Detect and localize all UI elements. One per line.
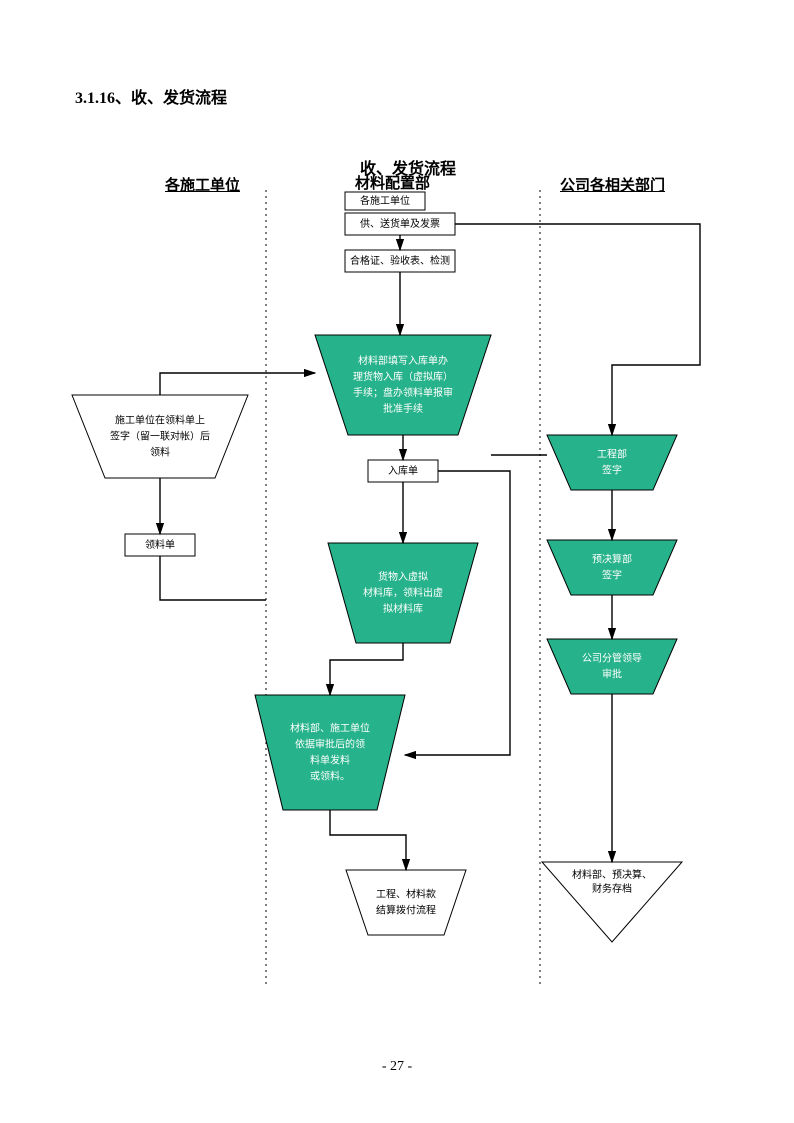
svg-text:工程部: 工程部: [597, 448, 627, 461]
svg-text:手续；盘办领料单报审: 手续；盘办领料单报审: [353, 386, 453, 399]
svg-text:材料库，领料出虚: 材料库，领料出虚: [363, 586, 443, 599]
svg-text:签字: 签字: [602, 464, 622, 477]
svg-text:施工单位在领料单上: 施工单位在领料单上: [115, 414, 205, 427]
svg-text:货物入虚拟: 货物入虚拟: [378, 570, 428, 583]
svg-text:预决算部: 预决算部: [592, 553, 632, 566]
svg-text:公司分管领导: 公司分管领导: [582, 652, 642, 665]
svg-text:材料部、预决算、: 材料部、预决算、: [572, 868, 652, 881]
svg-text:审批: 审批: [602, 668, 622, 681]
svg-text:合格证、验收表、检测: 合格证、验收表、检测: [350, 254, 450, 267]
svg-text:签字（留一联对帐）后: 签字（留一联对帐）后: [110, 430, 210, 443]
svg-text:供、送货单及发票: 供、送货单及发票: [360, 217, 440, 230]
svg-text:签字: 签字: [602, 569, 622, 582]
svg-text:各施工单位: 各施工单位: [360, 194, 410, 207]
svg-text:工程、材料款: 工程、材料款: [376, 888, 436, 901]
svg-text:理货物入库（虚拟库）: 理货物入库（虚拟库）: [353, 370, 453, 383]
svg-text:入库单: 入库单: [388, 464, 418, 477]
svg-text:领料单: 领料单: [145, 538, 175, 551]
svg-text:材料部填写入库单办: 材料部填写入库单办: [358, 354, 448, 367]
page-number: - 27 -: [0, 1059, 794, 1075]
svg-text:批准手续: 批准手续: [383, 402, 423, 415]
flowchart-canvas: 各施工单位供、送货单及发票合格证、验收表、检测入库单领料单 材料部填写入库单办理货…: [0, 0, 794, 1123]
svg-text:结算拨付流程: 结算拨付流程: [376, 904, 436, 917]
svg-text:财务存档: 财务存档: [592, 882, 632, 895]
svg-text:料单发料: 料单发料: [310, 754, 350, 767]
page: 3.1.16、收、发货流程 收、发货流程 材料配置部 各施工单位 公司各相关部门…: [0, 0, 794, 1123]
svg-text:拟材料库: 拟材料库: [383, 602, 423, 615]
svg-text:依据审批后的领: 依据审批后的领: [295, 738, 365, 751]
svg-text:领料: 领料: [150, 446, 170, 459]
svg-text:材料部、施工单位: 材料部、施工单位: [290, 722, 370, 735]
svg-text:或领料。: 或领料。: [310, 770, 350, 783]
